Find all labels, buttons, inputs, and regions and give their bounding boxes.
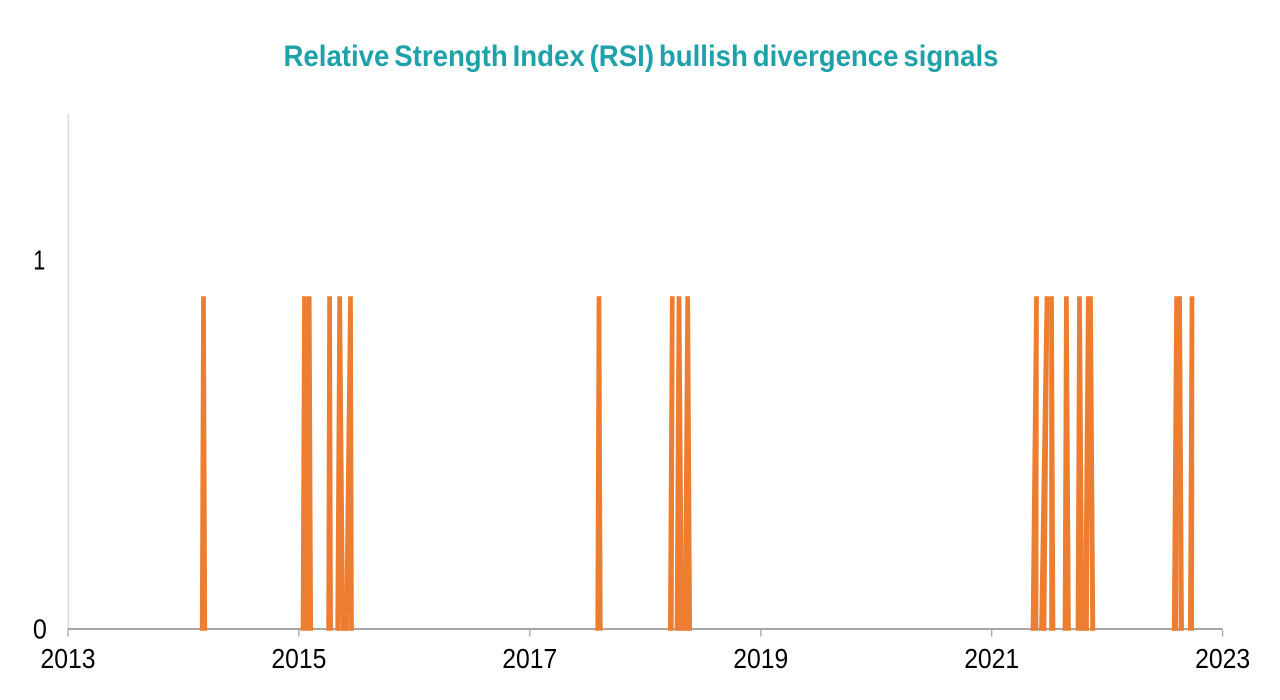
svg-text:2019: 2019 [733,643,788,674]
svg-text:2017: 2017 [502,643,557,674]
svg-text:2021: 2021 [964,643,1019,674]
svg-text:0: 0 [33,613,47,644]
svg-text:Relative Strength Index (RSI): Relative Strength Index (RSI) bullish di… [284,40,999,73]
svg-text:2015: 2015 [271,643,326,674]
svg-text:1: 1 [33,245,45,276]
svg-text:2013: 2013 [41,643,96,674]
svg-text:2023: 2023 [1195,643,1250,674]
